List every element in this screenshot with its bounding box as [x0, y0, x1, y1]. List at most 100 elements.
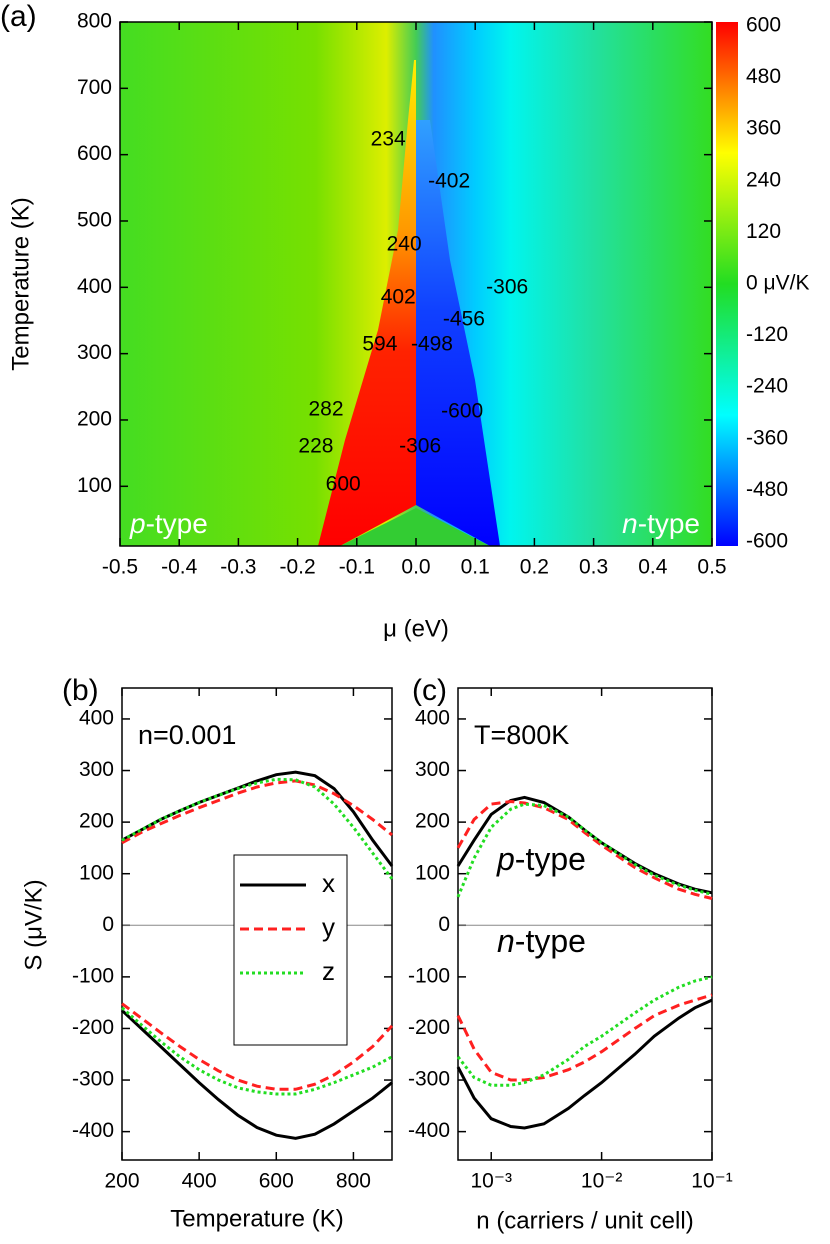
series-line [456, 799, 713, 900]
y-tick-label: 100 [415, 861, 450, 884]
region-label-text: -type [638, 508, 700, 539]
plot-frame [121, 687, 393, 1161]
series-line [120, 1009, 393, 1140]
x-tick-label: 200 [104, 1170, 139, 1193]
y-tick-label: 0 [438, 913, 450, 936]
x-tick-label: 0.3 [579, 556, 608, 579]
x-tick-label: -0.2 [280, 556, 316, 579]
region-label-text: -type [515, 841, 586, 877]
colorbar-tick-label: 480 [746, 65, 781, 88]
y-tick-label: -100 [408, 964, 450, 987]
heatmap-n-region [416, 120, 500, 546]
series-line [121, 779, 393, 845]
y-tick-label: -300 [408, 1068, 450, 1091]
annotation: -456 [443, 307, 485, 330]
x-tick-label: 0.0 [401, 556, 430, 579]
y-tick-label: 300 [79, 758, 114, 781]
annotation: -306 [399, 435, 441, 458]
x-tick-label: 0.4 [638, 556, 668, 579]
series-line [456, 975, 713, 1087]
region-label-italic: p [496, 841, 515, 877]
y-tick-label: -400 [408, 1119, 450, 1142]
series-line [456, 998, 713, 1130]
annotation: -306 [486, 276, 528, 299]
colorbar-tick-label: -600 [746, 530, 788, 553]
series-line [121, 1002, 394, 1091]
x-tick-label: 0.2 [520, 556, 549, 579]
region-label: p-type [496, 841, 586, 877]
x-axis-label: n (carriers / unit cell) [476, 1207, 693, 1234]
x-tick-label: -0.3 [220, 556, 256, 579]
colorbar-tick-label: 360 [746, 117, 781, 140]
y-tick-label: -400 [72, 1119, 114, 1142]
y-tick-label: 800 [77, 10, 112, 33]
colorbar [716, 22, 738, 546]
series-line [121, 777, 394, 880]
y-tick-label: 300 [77, 341, 112, 364]
colorbar-tick-label: 240 [746, 168, 781, 191]
region-label: n-type [622, 508, 700, 539]
panel-annotation: T=800K [474, 720, 569, 750]
y-tick-label: 200 [77, 408, 112, 431]
series-line [121, 1006, 393, 1096]
region-label-italic: n [622, 508, 638, 539]
annotation: 234 [371, 128, 406, 151]
legend-label: x [322, 868, 335, 898]
x-tick-label: -0.5 [102, 556, 138, 579]
y-tick-label: 700 [77, 76, 112, 99]
colorbar-tick-label: -360 [746, 426, 788, 449]
heatmap-gap-region [340, 508, 490, 546]
colorbar-tick-label: 600 [746, 14, 781, 37]
panel-label: (b) [62, 674, 99, 707]
x-tick-label: 600 [259, 1170, 294, 1193]
overlay: (a) p-type n-type (b) n=0.001 (c) T=800K… [0, 0, 700, 960]
x-tick-label: 0.1 [461, 556, 490, 579]
colorbar-tick-label: -120 [746, 323, 788, 346]
annotation: 402 [381, 285, 416, 308]
colorbar-tick-label: -240 [746, 375, 788, 398]
annotation: 600 [326, 473, 361, 496]
heatmap-field [120, 22, 712, 546]
y-tick-label: 200 [79, 810, 114, 833]
y-tick-label: -200 [408, 1016, 450, 1039]
legend-label: z [322, 956, 335, 986]
series-line [456, 993, 713, 1082]
annotation: -600 [441, 400, 483, 423]
plot-frame [119, 21, 713, 547]
region-label: n-type [497, 923, 586, 959]
x-tick-label: 10⁻¹ [691, 1170, 732, 1193]
x-tick-label: -0.1 [339, 556, 375, 579]
annotation: 282 [308, 398, 343, 421]
annotation: 594 [362, 333, 397, 356]
colorbar-tick-label: 0 μV/K [746, 272, 809, 295]
y-tick-label: 400 [77, 275, 112, 298]
panel-label: (a) [0, 0, 37, 33]
y-tick-label: 300 [415, 758, 450, 781]
annotation: 228 [298, 435, 333, 458]
y-tick-label: -300 [72, 1068, 114, 1091]
plot-frame [457, 687, 713, 1161]
y-axis-label: Temperature (K) [7, 197, 34, 370]
x-tick-label: 10⁻³ [471, 1170, 512, 1193]
heatmap-p-region [318, 60, 416, 546]
y-tick-label: 400 [415, 706, 450, 729]
y-tick-label: 500 [77, 209, 112, 232]
x-tick-label: 800 [336, 1170, 371, 1193]
colorbar-tick-label: 120 [746, 220, 781, 243]
region-label-text: -type [146, 508, 208, 539]
y-tick-label: 200 [415, 810, 450, 833]
annotation: -402 [428, 169, 470, 192]
x-tick-label: 0.5 [697, 556, 726, 579]
series-line [456, 802, 713, 898]
y-axis-label: S (μV/K) [20, 879, 47, 970]
annotation: 240 [387, 232, 422, 255]
legend-label: y [322, 912, 335, 942]
legend-box [233, 854, 348, 1046]
region-label-italic: p [129, 508, 146, 539]
x-axis-label: μ (eV) [383, 615, 449, 642]
region-label-text: -type [515, 923, 586, 959]
y-tick-label: 100 [79, 861, 114, 884]
colorbar-tick-label: -480 [746, 478, 788, 501]
y-tick-label: -200 [72, 1016, 114, 1039]
